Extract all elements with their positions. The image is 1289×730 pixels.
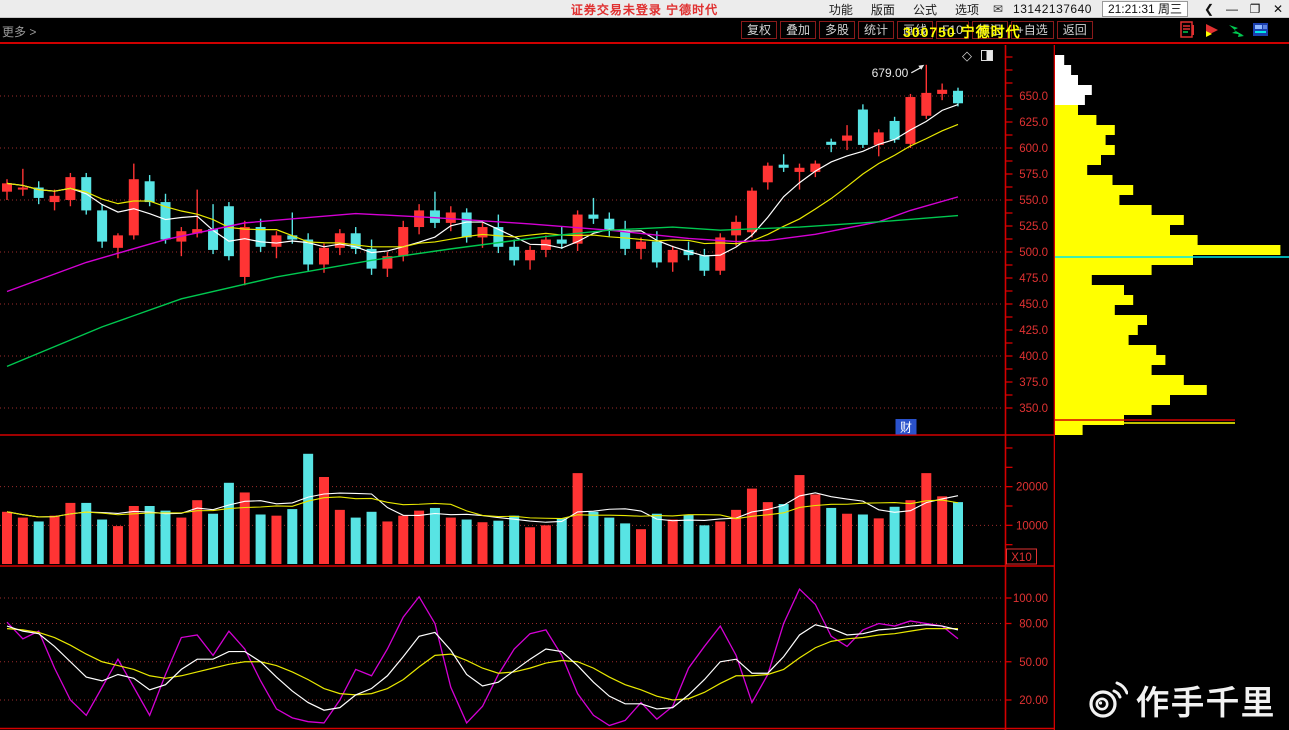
title-bar: 证券交易未登录 宁德时代 功能 版面 公式 选项 ✉ 13142137640 2… <box>0 0 1289 18</box>
restore-icon[interactable]: ❐ <box>1249 2 1261 16</box>
weibo-icon <box>1089 681 1128 718</box>
collapse-icon[interactable]: ❮ <box>1203 2 1215 16</box>
svg-text:679.00: 679.00 <box>872 66 909 80</box>
stock-symbol-name: 300750 宁德时代 <box>903 24 1021 40</box>
svg-text:550.0: 550.0 <box>1019 195 1048 207</box>
minimize-icon[interactable]: — <box>1226 2 1238 16</box>
svg-text:575.0: 575.0 <box>1019 169 1048 181</box>
restore-rights-button[interactable]: 复权 <box>741 21 778 39</box>
svg-text:400.0: 400.0 <box>1019 351 1048 363</box>
svg-text:525.0: 525.0 <box>1019 221 1048 233</box>
red-arrow-icon[interactable] <box>1204 21 1221 38</box>
svg-text:X10: X10 <box>1011 552 1031 564</box>
svg-text:475.0: 475.0 <box>1019 273 1048 285</box>
volume-profile-panel[interactable] <box>1055 45 1289 730</box>
return-button[interactable]: 返回 <box>1056 21 1093 39</box>
main-chart-canvas[interactable]: 650.0 625.0 600.0 575.0 550.0 525.0 500.0 475.0… <box>0 45 1056 730</box>
clock: 21:21:31 周三 <box>1101 1 1188 17</box>
draw-line-button[interactable]: 画线 <box>897 21 934 39</box>
f10-button[interactable]: F10 <box>936 21 969 39</box>
menu-function[interactable]: 功能 <box>828 2 853 17</box>
report-icon[interactable] <box>1180 21 1197 38</box>
mark-button[interactable]: 标记 <box>971 21 1008 39</box>
multi-stock-button[interactable]: 多股 <box>819 21 856 39</box>
diamond-icon[interactable]: ◇ <box>962 48 972 63</box>
svg-text:375.0: 375.0 <box>1019 377 1048 389</box>
green-arrow-icon[interactable] <box>1228 21 1245 38</box>
menu-layout[interactable]: 版面 <box>870 2 895 17</box>
panel-toggle-icon[interactable] <box>981 50 993 61</box>
menu-options[interactable]: 选项 <box>954 2 979 17</box>
phone-number: 13142137640 <box>1013 2 1092 16</box>
svg-text:500.0: 500.0 <box>1019 247 1048 259</box>
chart-corner-icons: ◇ <box>962 49 993 62</box>
watermark-text: 作手千里 <box>1136 684 1276 721</box>
svg-text:20.00: 20.00 <box>1019 695 1048 707</box>
add-watchlist-button[interactable]: +自选 <box>1010 21 1054 39</box>
svg-text:10000: 10000 <box>1016 520 1048 532</box>
watermark: 作手千里 <box>1086 676 1276 724</box>
svg-text:600.0: 600.0 <box>1019 143 1048 155</box>
toolbar-icon-group <box>1180 21 1269 38</box>
menu-formula[interactable]: 公式 <box>912 2 937 17</box>
more-link[interactable]: 更多 > <box>2 25 37 39</box>
svg-text:625.0: 625.0 <box>1019 117 1048 129</box>
layout-grid-icon[interactable] <box>1252 21 1269 38</box>
svg-text:20000: 20000 <box>1016 482 1048 494</box>
svg-text:50.00: 50.00 <box>1019 657 1048 669</box>
toolbar: 更多 > 复权 叠加 多股 统计 画线 F10 标记 +自选 返回 300750… <box>0 18 1289 44</box>
toolbar-buttons: 复权 叠加 多股 统计 画线 F10 标记 +自选 返回 <box>741 21 1093 39</box>
mail-icon[interactable]: ✉ <box>992 2 1004 16</box>
svg-text:80.00: 80.00 <box>1019 619 1048 631</box>
svg-text:650.0: 650.0 <box>1019 91 1048 103</box>
volume-profile-canvas[interactable] <box>1055 45 1289 730</box>
title-bar-right: 功能 版面 公式 选项 ✉ 13142137640 21:21:31 周三 ❮ … <box>825 0 1285 18</box>
svg-text:350.0: 350.0 <box>1019 403 1048 415</box>
statistics-button[interactable]: 统计 <box>858 21 895 39</box>
window-controls: ❮ — ❐ ✕ <box>1202 2 1285 16</box>
svg-text:450.0: 450.0 <box>1019 299 1048 311</box>
svg-text:100.00: 100.00 <box>1013 593 1048 605</box>
svg-text:财: 财 <box>900 421 912 435</box>
window-title: 证券交易未登录 宁德时代 <box>570 3 719 17</box>
svg-text:425.0: 425.0 <box>1019 325 1048 337</box>
close-icon[interactable]: ✕ <box>1272 2 1284 16</box>
chart-panels[interactable]: 650.0 625.0 600.0 575.0 550.0 525.0 500.0 475.0… <box>0 45 1056 730</box>
overlay-button[interactable]: 叠加 <box>780 21 817 39</box>
